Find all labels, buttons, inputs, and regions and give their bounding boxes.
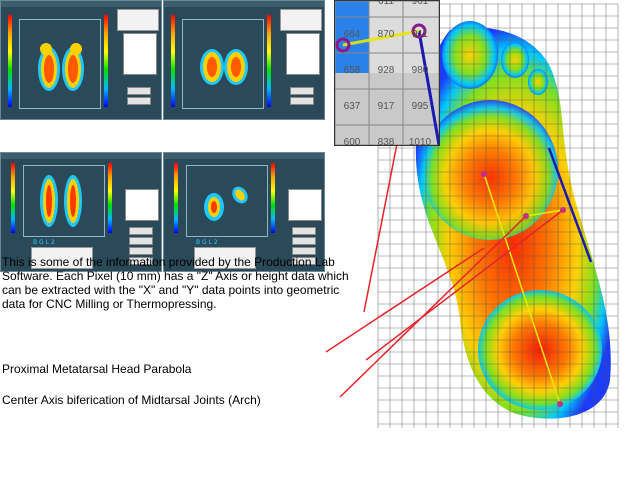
foot-pressure-map [415, 21, 611, 419]
color-scale-right [267, 15, 271, 107]
footprint-pair [40, 175, 82, 227]
color-scale-left [174, 163, 178, 233]
mini-label-left: B G L 2 [33, 239, 55, 246]
window-title-bar [164, 153, 324, 159]
inset-cell-value: 928 [377, 65, 395, 76]
inset-cell-partial: 611 [378, 0, 394, 7]
side-button[interactable] [129, 247, 153, 255]
inset-cell-value: 980 [411, 65, 429, 76]
mini-label-left: B G L 2 [196, 239, 218, 246]
inset-cell-value: 600 [343, 137, 361, 146]
mini-readout [31, 247, 93, 269]
side-button[interactable] [290, 97, 314, 105]
side-button[interactable] [129, 237, 153, 245]
color-scale-right [271, 163, 275, 233]
side-button[interactable] [129, 257, 153, 265]
inset-cell-value: 995 [411, 101, 429, 112]
lateral-axis-line [547, 147, 593, 263]
metatarsal-chord-line [525, 209, 564, 217]
side-grid [123, 33, 157, 75]
side-button[interactable] [292, 257, 316, 265]
side-button[interactable] [290, 87, 314, 95]
side-button[interactable] [127, 97, 151, 105]
inset-cell-value: 917 [377, 101, 395, 112]
proximal-metatarsal-label: Proximal Metatarsal Head Parabola [2, 362, 192, 376]
side-button[interactable] [292, 237, 316, 245]
side-button[interactable] [129, 227, 153, 235]
inset-cell-value: 1010 [408, 137, 432, 146]
screenshot-thumbnail-1 [0, 0, 162, 120]
scan-frame [182, 19, 264, 109]
zoom-inset: 611 961 664 870 911 658 928 980 637 917 995 600 838 1… [334, 0, 440, 146]
center-axis-label: Center Axis biferication of Midtarsal Jo… [2, 393, 261, 407]
screenshot-thumbnail-3: B G L 2 [0, 152, 162, 272]
color-scale-left [8, 15, 12, 107]
color-scale-left [11, 163, 15, 233]
description-text: This is some of the information provided… [2, 255, 349, 311]
scan-frame [23, 165, 105, 237]
data-table [117, 9, 159, 31]
inset-cell-value: 838 [377, 137, 395, 146]
side-grid [288, 189, 322, 221]
window-title-bar [164, 1, 324, 7]
mini-readout [194, 247, 256, 269]
zoom-inset-cells: 611 961 664 870 911 658 928 980 637 917 995 600 838 1… [335, 1, 439, 145]
side-grid [125, 189, 159, 221]
footprint-pair [200, 49, 248, 85]
color-scale-right [108, 163, 112, 233]
color-scale-right [104, 15, 108, 107]
inset-cell-partial: 961 [411, 0, 429, 7]
screenshot-thumbnail-2 [163, 0, 325, 120]
side-button[interactable] [292, 227, 316, 235]
window-title-bar [1, 1, 161, 7]
inset-cell-value: 911 [412, 29, 428, 40]
side-grid [286, 33, 320, 75]
color-scale-left [171, 15, 175, 107]
axis-point-bottom [557, 401, 563, 407]
window-title-bar [1, 153, 161, 159]
inset-cell-value: 870 [377, 29, 395, 40]
inset-cell-value: 637 [343, 101, 361, 112]
scan-frame [19, 19, 101, 109]
inset-cell-value: 664 [343, 29, 361, 40]
data-table [280, 9, 322, 31]
side-button[interactable] [127, 87, 151, 95]
inset-cell-value: 658 [343, 65, 361, 76]
scan-frame [186, 165, 268, 237]
axis-point-top [481, 171, 487, 177]
screenshot-thumbnail-4: B G L 2 [163, 152, 325, 272]
center-axis-line [483, 173, 561, 405]
zoom-inset-graphic [335, 1, 439, 145]
footprint-pair [204, 186, 248, 221]
side-button[interactable] [292, 247, 316, 255]
footprint-pair [38, 43, 84, 91]
